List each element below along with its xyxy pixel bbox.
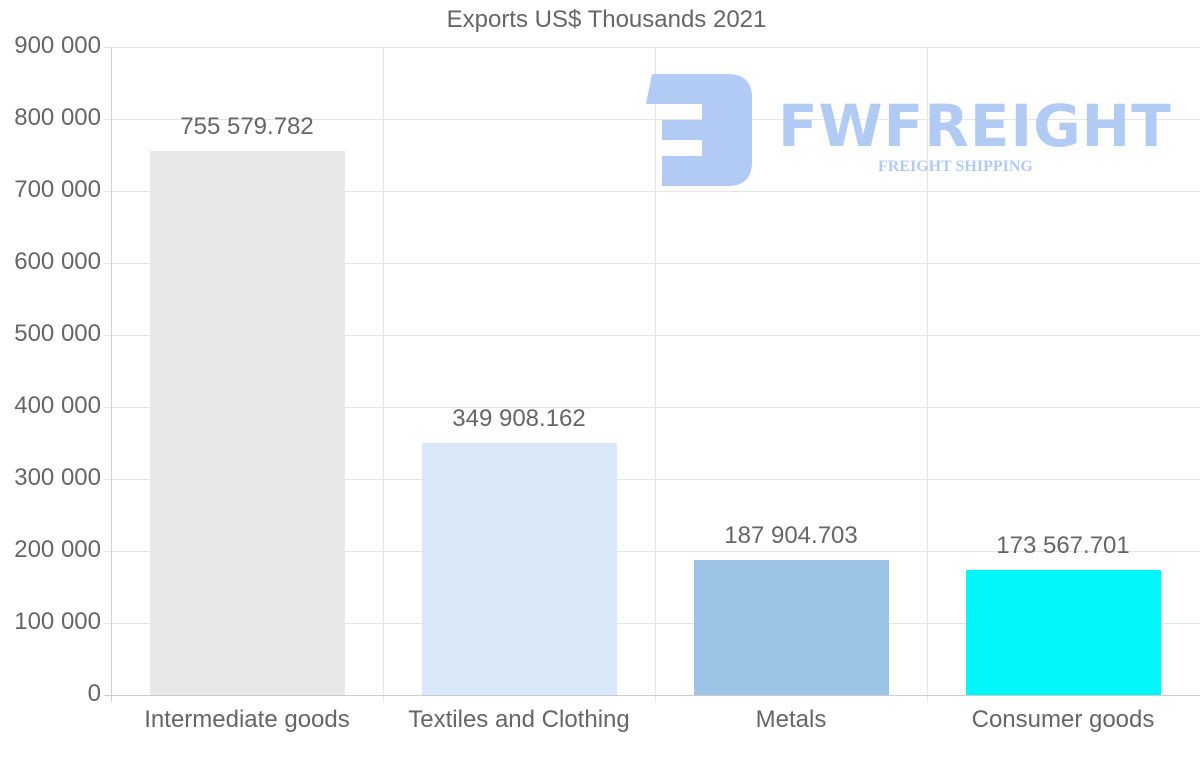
gridline-horizontal	[104, 335, 1200, 336]
gridline-horizontal	[104, 551, 1200, 552]
y-tick-label: 900 000	[14, 32, 101, 59]
gridline-horizontal	[104, 119, 1200, 120]
gridline-horizontal	[104, 263, 1200, 264]
bar-value-label: 173 567.701	[996, 532, 1130, 559]
y-tick-label: 0	[87, 680, 101, 707]
y-tick-label: 400 000	[14, 392, 101, 419]
x-tick-label: Metals	[755, 706, 827, 733]
bar-consumer-goods[interactable]	[966, 570, 1161, 695]
bar-value-label: 349 908.162	[452, 405, 586, 432]
y-tick-label: 600 000	[14, 248, 101, 275]
fwfreight-logo-icon	[646, 74, 752, 186]
x-tick-label: Intermediate goods	[144, 706, 350, 733]
x-tick-label: Textiles and Clothing	[408, 706, 630, 733]
bar-value-label: 755 579.782	[180, 113, 314, 140]
gridline-vertical	[927, 47, 928, 702]
gridline-horizontal	[104, 191, 1200, 192]
chart-title: Exports US$ Thousands 2021	[446, 6, 767, 33]
y-tick-label: 200 000	[14, 536, 101, 563]
gridline-horizontal	[104, 47, 1200, 48]
watermark-tagline: FREIGHT SHIPPING	[878, 158, 1033, 175]
y-tick-label: 100 000	[14, 608, 101, 635]
gridline-horizontal	[104, 479, 1200, 480]
bar-value-label: 187 904.703	[724, 522, 858, 549]
gridline-vertical	[383, 47, 384, 702]
bar-textiles-and-clothing[interactable]	[422, 443, 617, 695]
y-tick-label: 700 000	[14, 176, 101, 203]
bar-intermediate-goods[interactable]	[150, 151, 345, 695]
y-tick-label: 500 000	[14, 320, 101, 347]
gridline-horizontal	[104, 407, 1200, 408]
fwfreight-watermark: FWFREIGHT FREIGHT SHIPPING	[646, 72, 1171, 188]
watermark-brand: FWFREIGHT	[778, 92, 1172, 160]
x-axis-line	[104, 695, 1200, 696]
y-tick-label: 800 000	[14, 104, 101, 131]
y-tick-label: 300 000	[14, 464, 101, 491]
bar-metals[interactable]	[694, 560, 889, 695]
gridline-horizontal	[104, 623, 1200, 624]
gridline-vertical	[655, 47, 656, 702]
x-tick-label: Consumer goods	[971, 706, 1155, 733]
y-axis-line	[111, 47, 112, 702]
